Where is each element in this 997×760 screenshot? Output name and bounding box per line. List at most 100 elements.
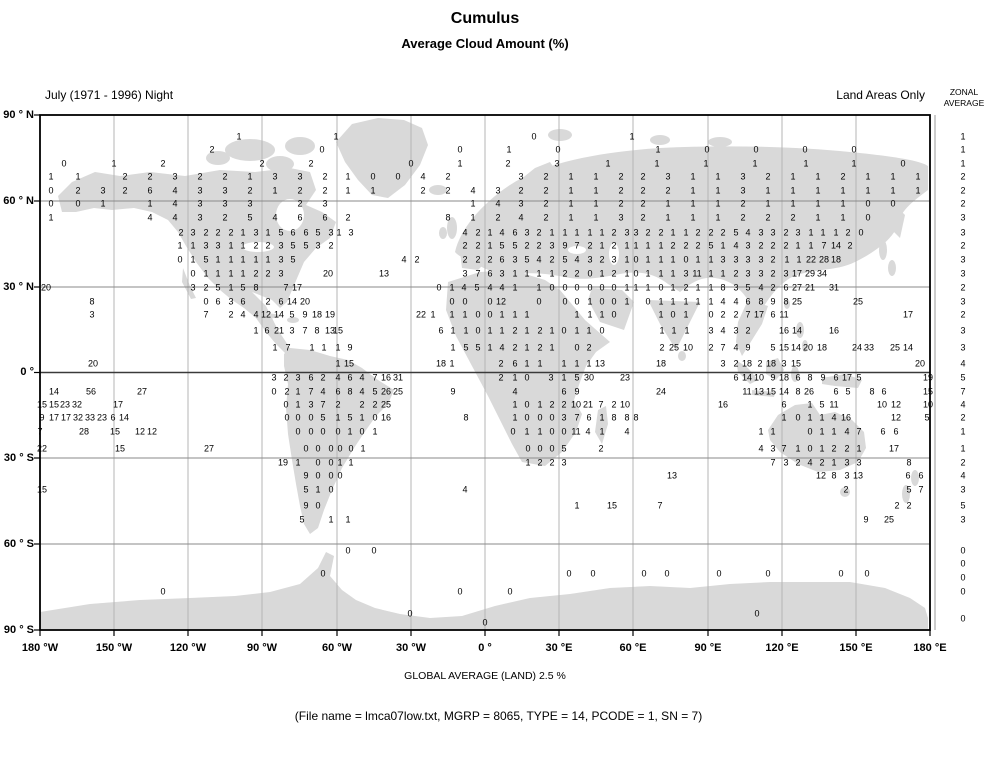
page-subtitle: Average Cloud Amount (%) (401, 36, 569, 51)
grid-value: 1 (512, 372, 518, 383)
grid-value: 2 (222, 212, 228, 223)
grid-value: 0 (574, 296, 580, 307)
grid-value: 12 (495, 296, 507, 307)
grid-value: 1 (524, 426, 530, 437)
grid-value: 2 (512, 325, 518, 336)
grid-value: 7 (657, 500, 663, 511)
grid-value: 2 (665, 185, 671, 196)
grid-value: 14 (118, 412, 130, 423)
grid-value: 16 (840, 412, 852, 423)
grid-value: 8 (463, 412, 469, 423)
grid-value: 2 (420, 185, 426, 196)
grid-value: 1 (665, 198, 671, 209)
grid-value: 1 (240, 254, 246, 265)
grid-value: 1 (758, 426, 764, 437)
grid-value: 5 (733, 227, 739, 238)
grid-value: 7 (781, 443, 787, 454)
grid-value: 1 (450, 342, 456, 353)
grid-value: 2 (247, 185, 253, 196)
grid-value: 1 (670, 282, 676, 293)
grid-value: 0 (487, 309, 493, 320)
grid-value: 6 (303, 227, 309, 238)
grid-value: 2 (253, 240, 259, 251)
grid-value: 1 (348, 457, 354, 468)
land-madagascar (595, 406, 608, 444)
grid-value: 14 (830, 240, 842, 251)
grid-value: 4 (733, 240, 739, 251)
grid-value: 2 (160, 158, 166, 169)
grid-value: 1 (765, 185, 771, 196)
grid-value: 17 (112, 399, 124, 410)
grid-value: 2 (720, 309, 726, 320)
grid-value: 4 (172, 185, 178, 196)
grid-value: 2 (253, 268, 259, 279)
grid-value: 1 (645, 254, 651, 265)
grid-value: 7 (475, 268, 481, 279)
grid-value: 0 (487, 296, 493, 307)
zonal-average-value: 0 (960, 572, 966, 583)
grid-value: 1 (645, 240, 651, 251)
grid-value: 6 (322, 212, 328, 223)
grid-value: 15 (36, 484, 48, 495)
grid-value: 7 (372, 372, 378, 383)
grid-value: 3 (624, 227, 630, 238)
grid-value: 1 (683, 309, 689, 320)
grid-value: 1 (633, 240, 639, 251)
grid-value: 4 (461, 282, 467, 293)
grid-value: 23 (59, 399, 71, 410)
grid-value: 0 (61, 158, 67, 169)
grid-value: 2 (445, 185, 451, 196)
grid-value: 0 (641, 568, 647, 579)
grid-value: 7 (283, 282, 289, 293)
grid-value: 2 (745, 325, 751, 336)
grid-value: 0 (335, 426, 341, 437)
grid-value: 2 (740, 198, 746, 209)
page-title: Cumulus (450, 10, 520, 27)
grid-value: 0 (320, 568, 326, 579)
grid-value: 2 (819, 457, 825, 468)
grid-value: 2 (783, 240, 789, 251)
grid-value: 1 (449, 309, 455, 320)
grid-value: 17 (60, 412, 72, 423)
grid-value: 9 (450, 386, 456, 397)
grid-value: 1 (624, 254, 630, 265)
grid-value: 1 (840, 185, 846, 196)
grid-value: 8 (445, 212, 451, 223)
grid-value: 17 (791, 268, 803, 279)
grid-value: 22 (36, 443, 48, 454)
grid-value: 0 (531, 131, 537, 142)
land-svalbard (548, 129, 572, 141)
grid-value: 2 (505, 158, 511, 169)
land-sri-lanka (678, 351, 686, 361)
grid-value: 1 (790, 198, 796, 209)
grid-value: 3 (315, 240, 321, 251)
grid-value: 3 (253, 227, 259, 238)
grid-value: 3 (203, 240, 209, 251)
grid-value: 1 (487, 227, 493, 238)
grid-value: 3 (518, 198, 524, 209)
grid-value: 1 (228, 254, 234, 265)
grid-value: 7 (856, 426, 862, 437)
grid-value: 2 (322, 171, 328, 182)
grid-value: 0 (716, 568, 722, 579)
axis-ticks (34, 114, 931, 636)
grid-value: 23 (619, 372, 631, 383)
grid-value: 22 (415, 309, 427, 320)
grid-value: 2 (203, 227, 209, 238)
grid-value: 1 (624, 268, 630, 279)
grid-value: 1 (487, 240, 493, 251)
grid-value: 6 (438, 325, 444, 336)
grid-value: 2 (695, 227, 701, 238)
grid-value: 15 (343, 358, 355, 369)
grid-value: 2 (549, 399, 555, 410)
lon-axis-label: 90 °W (246, 642, 278, 654)
grid-value: 2 (543, 198, 549, 209)
grid-value: 3 (733, 254, 739, 265)
zonal-header-line1: ZONAL (949, 87, 979, 97)
land-new-guinea (822, 374, 862, 388)
area-label: Land Areas Only (836, 88, 925, 102)
grid-value: 5 (856, 372, 862, 383)
grid-value: 3 (278, 240, 284, 251)
grid-value: 4 (758, 443, 764, 454)
